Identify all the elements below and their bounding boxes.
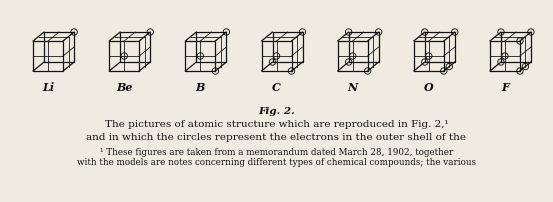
Text: N: N <box>348 82 358 93</box>
Text: The pictures of atomic structure which are reproduced in Fig. 2,¹: The pictures of atomic structure which a… <box>105 119 448 128</box>
Text: Li: Li <box>42 82 54 93</box>
Text: Fig. 2.: Fig. 2. <box>258 106 295 115</box>
Text: C: C <box>272 82 281 93</box>
Text: Be: Be <box>116 82 133 93</box>
Text: and in which the circles represent the electrons in the outer shell of the: and in which the circles represent the e… <box>86 132 467 141</box>
Text: with the models are notes concerning different types of chemical compounds; the : with the models are notes concerning dif… <box>77 157 476 166</box>
Text: ¹ These figures are taken from a memorandum dated March 28, 1902, together: ¹ These figures are taken from a memoran… <box>100 147 453 156</box>
Text: O: O <box>424 82 434 93</box>
Text: B: B <box>196 82 205 93</box>
Text: F: F <box>501 82 509 93</box>
